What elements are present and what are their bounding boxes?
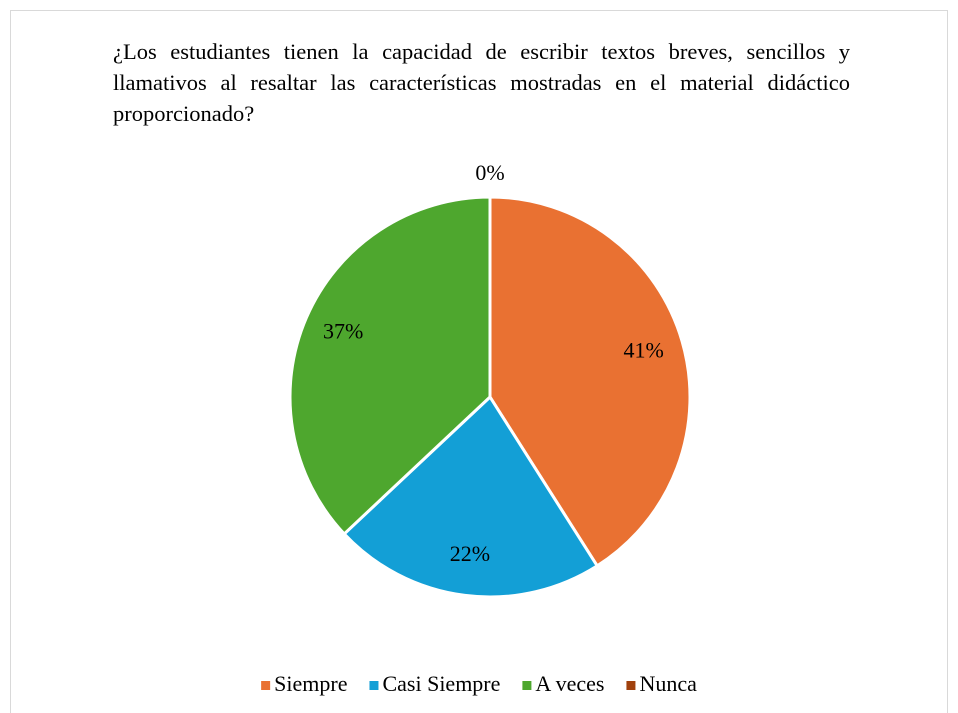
pie-slice bbox=[342, 394, 600, 599]
chart-title: ¿Los estudiantes tienen la capacidad de … bbox=[113, 39, 850, 126]
legend-swatch bbox=[626, 681, 636, 690]
data-label: 0% bbox=[475, 160, 504, 185]
legend-label: Siempre bbox=[274, 671, 347, 696]
data-label: 41% bbox=[623, 337, 663, 362]
pie-slice bbox=[288, 195, 492, 537]
data-label: 22% bbox=[450, 541, 490, 566]
legend-label: Casi Siempre bbox=[382, 671, 500, 696]
legend-swatch bbox=[522, 681, 532, 690]
legend-label: Nunca bbox=[639, 671, 697, 696]
chart-border bbox=[10, 10, 948, 713]
data-label: 37% bbox=[323, 319, 363, 344]
legend-swatch bbox=[369, 681, 379, 690]
legend-label: A veces bbox=[535, 671, 604, 696]
legend-swatch bbox=[261, 681, 271, 690]
